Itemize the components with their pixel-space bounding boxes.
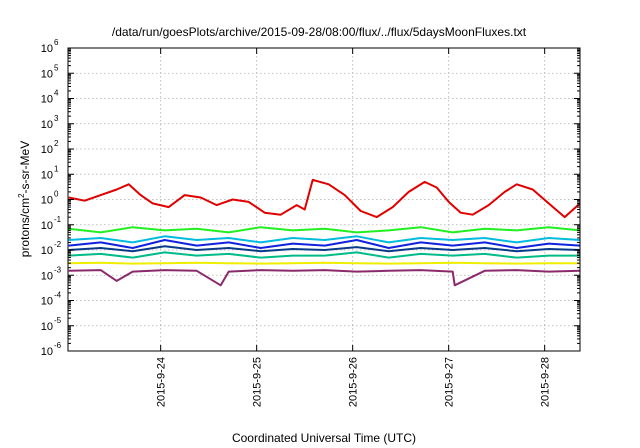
axis-ticks — [68, 47, 580, 352]
series-line — [68, 261, 580, 265]
x-tick-label: 2015-9-28 — [540, 357, 552, 407]
y-tick-exponent: 6 — [54, 38, 59, 47]
series-group — [68, 178, 581, 287]
y-tick-label: 10 — [41, 346, 53, 358]
y-tick-label: 10 — [41, 94, 53, 106]
y-tick-exponent: 5 — [54, 63, 59, 72]
series-line — [68, 226, 581, 234]
y-tick-exponent: -2 — [54, 240, 62, 249]
y-tick-labels: 10-610-510-410-310-210-11001011021031041… — [41, 38, 62, 358]
series-line — [68, 178, 581, 219]
y-tick-label: 10 — [41, 270, 53, 282]
y-tick-exponent: 3 — [54, 114, 59, 123]
y-axis-label-sup: 2 — [17, 193, 26, 198]
chart-title: /data/run/goesPlots/archive/2015-09-28/0… — [112, 25, 527, 39]
y-tick-label: 10 — [41, 245, 53, 257]
y-axis-label: protons/cm2-s-sr-MeV — [17, 141, 32, 257]
y-axis-label-post: -s-sr-MeV — [18, 141, 32, 194]
y-tick-label: 10 — [41, 68, 53, 80]
series-line — [68, 235, 581, 244]
y-tick-exponent: -3 — [54, 265, 62, 274]
y-tick-label: 10 — [41, 43, 53, 55]
x-tick-label: 2015-9-25 — [252, 357, 264, 407]
series-line — [68, 251, 580, 259]
y-tick-label: 10 — [41, 321, 53, 333]
y-tick-label: 10 — [41, 296, 53, 308]
y-tick-label: 10 — [41, 195, 53, 207]
x-tick-label: 2015-9-27 — [444, 357, 456, 407]
y-tick-label: 10 — [41, 144, 53, 156]
y-tick-exponent: -5 — [54, 316, 62, 325]
grid — [68, 48, 580, 351]
x-tick-label: 2015-9-26 — [348, 357, 360, 407]
y-tick-exponent: 0 — [54, 190, 59, 199]
y-tick-exponent: -4 — [54, 291, 62, 300]
x-axis-label: Coordinated Universal Time (UTC) — [232, 431, 416, 445]
y-axis-label-pre: protons/cm — [18, 198, 32, 257]
series-line — [68, 245, 581, 253]
y-tick-label: 10 — [41, 169, 53, 181]
y-tick-exponent: -1 — [54, 215, 62, 224]
x-tick-labels: 2015-9-24 2015-9-25 2015-9-26 2015-9-27 2015… — [156, 357, 552, 407]
y-tick-label: 10 — [41, 220, 53, 232]
y-tick-exponent: 1 — [54, 164, 59, 173]
y-tick-label: 10 — [41, 119, 53, 131]
y-tick-exponent: 2 — [54, 139, 59, 148]
x-tick-label: 2015-9-24 — [156, 357, 168, 407]
y-tick-exponent: 4 — [54, 89, 59, 98]
series-line — [68, 239, 581, 249]
y-tick-exponent: -6 — [54, 341, 62, 350]
series-line — [68, 269, 581, 287]
